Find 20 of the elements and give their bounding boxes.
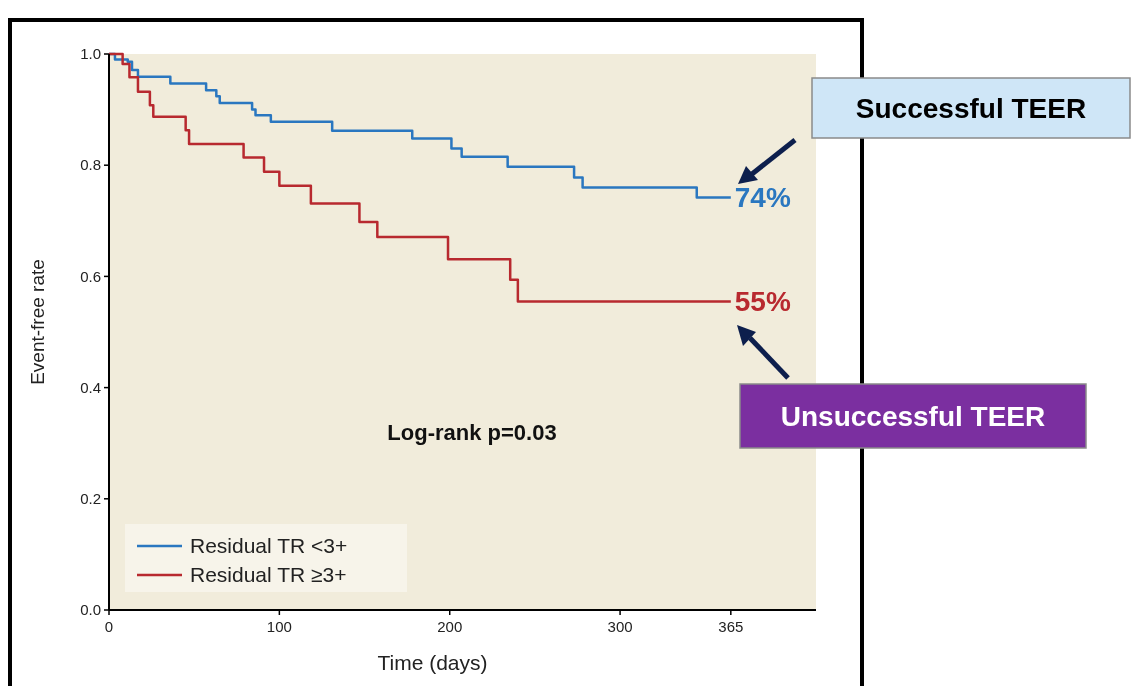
y-tick-label: 0.0 [80,601,101,619]
annotation: 74% [734,182,791,214]
x-axis-title: Time (days) [377,651,488,674]
x-tick-label: 200 [437,618,463,635]
x-tick-label: 0 [104,618,114,635]
legend-label: Residual TR ≥3+ [190,563,347,587]
x-tick-label: 365 [718,618,744,635]
annotation: Unsuccessful TEER [780,400,1046,432]
y-tick-label: 0.6 [80,267,101,285]
x-tick-label: 300 [607,618,633,635]
y-tick-label: 0.2 [80,490,101,508]
text: Successful TEER [855,92,1087,124]
y-tick-label: 1.0 [80,45,101,63]
legend-label: Residual TR <3+ [190,534,348,558]
annotation: Log-rank p=0.03 [387,420,557,445]
y-axis-title: Event-free rate [27,259,48,385]
y-tick-label: 0.4 [80,378,101,396]
annotation: 55% [734,286,791,318]
y-tick-label: 0.8 [80,156,101,174]
x-tick-label: 100 [266,618,292,635]
